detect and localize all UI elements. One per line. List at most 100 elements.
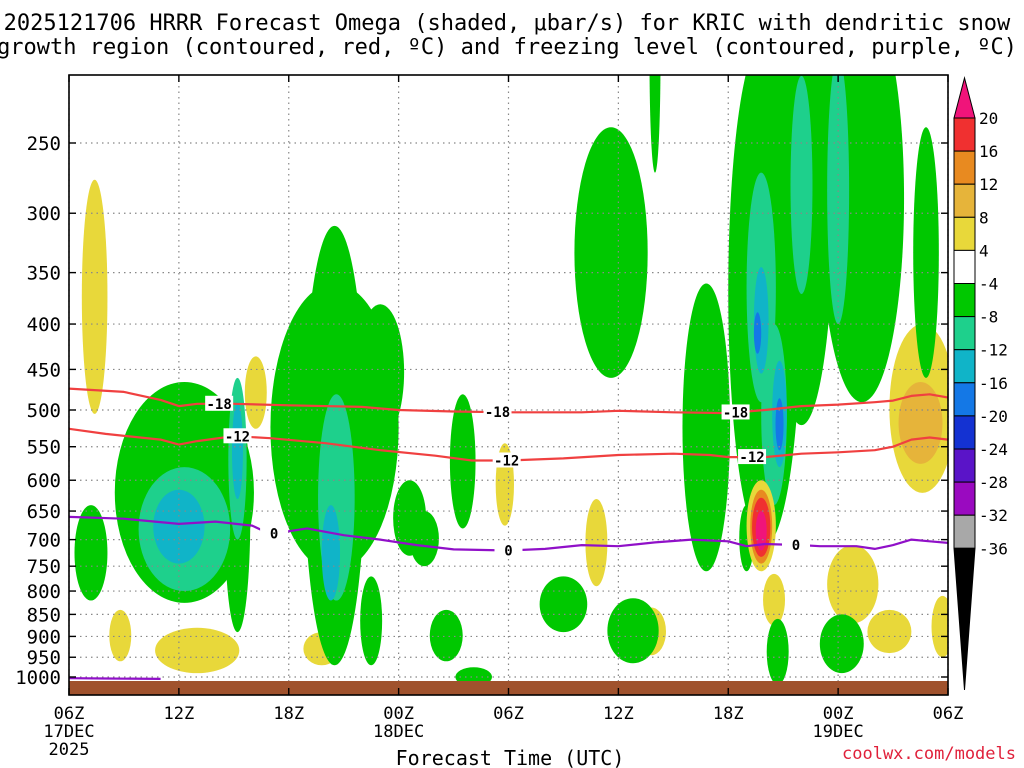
x-tick-label: 00Z xyxy=(383,704,414,724)
y-tick-label-600: 600 xyxy=(27,470,61,492)
pressure-axis: 250 300 350 400 450 500 550 600 650 700 750 8008509… xyxy=(15,133,948,689)
omega-region-2 xyxy=(109,609,132,662)
colorbar-label: 8 xyxy=(979,208,989,227)
omega-region-47 xyxy=(231,402,243,500)
omega-region-22 xyxy=(409,511,439,567)
omega-region-45 xyxy=(827,75,850,325)
omega-region-28 xyxy=(607,598,659,664)
colorbar-label: 16 xyxy=(979,142,998,161)
colorbar-legend: 20 16 12 8 4 -4 -8 -12 -16 -20 -24 -28 -32 -36 xyxy=(953,76,1008,691)
omega-shading xyxy=(74,75,948,687)
omega-region-37 xyxy=(766,618,789,685)
y-tick-label-1000: 1000 xyxy=(15,667,61,689)
contour-label-bg xyxy=(223,428,252,444)
colorbar-label: 20 xyxy=(979,109,998,128)
colorbar-bin-9 xyxy=(953,382,976,417)
colorbar-label: -12 xyxy=(979,341,1008,360)
x-tick-date: 19DEC xyxy=(813,722,864,742)
y-tick-label-550: 550 xyxy=(27,437,61,459)
omega-region-10 xyxy=(867,609,912,654)
x-tick-label: 18Z xyxy=(273,704,304,724)
colorbar-bottom-arrow xyxy=(953,547,976,691)
omega-region-51 xyxy=(753,312,762,354)
omega-region-26 xyxy=(539,576,588,633)
colorbar-label: -32 xyxy=(979,506,1008,525)
x-tick-label: 06Z xyxy=(54,704,85,724)
chart-title-line1: 2025121706 HRRR Forecast Omega (shaded, … xyxy=(4,11,1011,36)
omega-region-38 xyxy=(913,127,939,378)
omega-region-9 xyxy=(827,545,879,624)
x-tick-date: 18DEC xyxy=(373,722,424,742)
y-tick-label-300: 300 xyxy=(27,203,61,225)
colorbar-bin-4 xyxy=(953,216,976,251)
colorbar-label: -16 xyxy=(979,374,1008,393)
contour-label--12: -12 xyxy=(739,450,764,466)
y-tick-label-350: 350 xyxy=(27,263,61,285)
colorbar-bin-7 xyxy=(953,316,976,351)
y-tick-label-750: 750 xyxy=(27,556,61,578)
contour-label-0: 0 xyxy=(270,527,278,543)
y-tick-label-800: 800 xyxy=(27,581,61,603)
colorbar-top-arrow xyxy=(953,76,976,119)
contour-label-bg xyxy=(260,525,289,541)
colorbar-bin-3 xyxy=(953,183,976,218)
contour-label-bg xyxy=(721,404,750,420)
omega-region-0 xyxy=(81,179,108,414)
contour-label--18: -18 xyxy=(723,405,748,421)
omega-region-36 xyxy=(819,614,864,674)
omega-region-12 xyxy=(931,595,948,658)
contour-lines: -18 -18 -18 -12 -12 -12 0 0 0 xyxy=(69,387,948,680)
omega-region-3 xyxy=(155,627,240,674)
omega-region-20 xyxy=(360,576,383,666)
omega-region-23 xyxy=(429,609,463,662)
omega-region-1 xyxy=(244,356,267,429)
x-tick-label: 06Z xyxy=(493,704,524,724)
colorbar-label: -20 xyxy=(979,407,1008,426)
omega-region-14 xyxy=(74,505,108,601)
y-tick-label-250: 250 xyxy=(27,133,61,155)
contour-label--12: -12 xyxy=(225,429,250,445)
colorbar-label: 12 xyxy=(979,175,998,194)
contour-label-bg xyxy=(494,542,523,558)
colorbar-bin-11 xyxy=(953,448,976,483)
y-tick-label-400: 400 xyxy=(27,314,61,336)
x-tick-label: 06Z xyxy=(933,704,964,724)
contour-label-0: 0 xyxy=(792,538,800,554)
omega-region-8 xyxy=(763,573,786,626)
omega-region-30 xyxy=(682,283,731,572)
omega-region-27 xyxy=(574,127,648,378)
omega-region-52 xyxy=(775,398,784,451)
x-tick-year: 2025 xyxy=(49,740,90,760)
y-tick-label-500: 500 xyxy=(27,400,61,422)
colorbar-label: -36 xyxy=(979,539,1008,558)
x-tick-label: 12Z xyxy=(164,704,195,724)
colorbar-bin-1 xyxy=(953,117,976,152)
colorbar-bin-12 xyxy=(953,481,976,516)
contour-label-bg xyxy=(483,404,512,420)
x-axis-label: Forecast Time (UTC) xyxy=(396,746,625,768)
omega-region-29 xyxy=(649,75,661,173)
contour-label-bg xyxy=(205,395,234,411)
colorbar-bin-10 xyxy=(953,415,976,450)
contour-label-0: 0 xyxy=(504,543,512,559)
x-tick-date: 17DEC xyxy=(43,722,94,742)
x-tick-label: 12Z xyxy=(603,704,634,724)
y-tick-label-900: 900 xyxy=(27,626,61,648)
colorbar-label: -4 xyxy=(979,275,998,294)
omega-region-19 xyxy=(356,304,405,440)
y-tick-label-450: 450 xyxy=(27,359,61,381)
contour-label-bg xyxy=(492,452,521,468)
omega-region-48 xyxy=(321,505,341,601)
colorbar-label: -24 xyxy=(979,440,1008,459)
colorbar-bin-8 xyxy=(953,349,976,384)
y-tick-label-650: 650 xyxy=(27,501,61,523)
watermark: coolwx.com/models xyxy=(842,744,1016,764)
y-tick-label-850: 850 xyxy=(27,604,61,626)
contour-label-bg xyxy=(782,536,811,552)
y-tick-label-700: 700 xyxy=(27,530,61,552)
contour-0-sfc xyxy=(69,677,161,680)
contour--18 xyxy=(69,387,948,415)
colorbar-bin-6 xyxy=(953,283,976,318)
